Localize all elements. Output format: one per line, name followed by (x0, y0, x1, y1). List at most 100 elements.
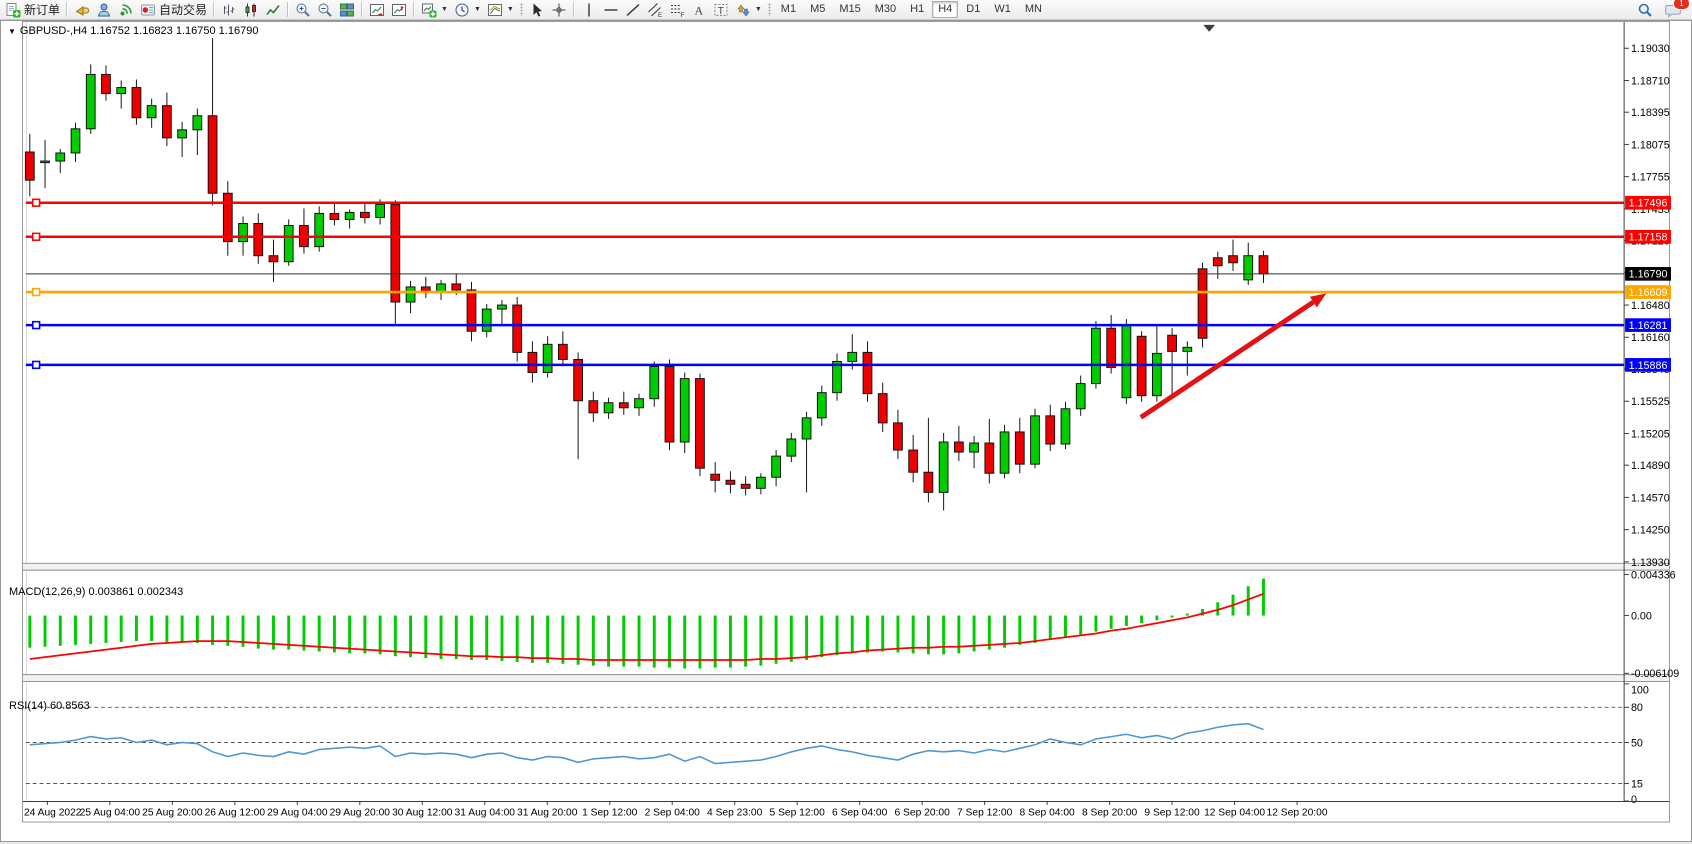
panel-splitter[interactable] (22, 674, 1670, 682)
candle-body-down[interactable] (923, 471, 934, 493)
timeframe-button-h4[interactable]: H4 (932, 1, 959, 18)
candle-body-up[interactable] (542, 343, 553, 374)
search-button[interactable] (1634, 0, 1656, 20)
profiles-button[interactable]: ▼ (451, 0, 484, 20)
auto-scroll-button[interactable] (366, 0, 388, 20)
timeframe-button-mn[interactable]: MN (1024, 3, 1042, 15)
candle-body-up[interactable] (238, 222, 248, 243)
candle-body-down[interactable] (268, 255, 279, 263)
candle-body-up[interactable] (1030, 415, 1040, 465)
chart-shift-marker[interactable] (1203, 24, 1216, 32)
candle-body-up[interactable] (146, 105, 157, 119)
cursor-tool-button[interactable] (526, 0, 548, 20)
community-button[interactable] (93, 0, 115, 20)
candle-body-up[interactable] (1182, 346, 1193, 352)
candle-body-down[interactable] (877, 393, 888, 424)
candle-body-down[interactable] (740, 483, 751, 489)
candle-body-up[interactable] (1060, 408, 1071, 445)
horizontal-line-object[interactable] (25, 232, 1625, 241)
templates-button[interactable]: ▼ (484, 0, 517, 20)
candle-body-down[interactable] (725, 479, 736, 485)
candle-body-down[interactable] (557, 343, 568, 360)
horizontal-line-object[interactable] (25, 198, 1625, 207)
horizontal-line-object[interactable] (25, 360, 1625, 370)
candle-body-down[interactable] (1212, 257, 1223, 267)
line-chart-mode-button[interactable] (262, 0, 284, 20)
candle-body-up[interactable] (816, 392, 827, 419)
new-chart-button[interactable]: ▼ (418, 0, 451, 20)
candle-body-up[interactable] (999, 431, 1010, 474)
chart-canvas[interactable]: 1.19030 1.18710 1.18395 1.18075 1.17755 1.174… (0, 20, 1692, 844)
line-handle[interactable] (31, 198, 41, 207)
candle-body-up[interactable] (969, 442, 979, 453)
candle-body-down[interactable] (664, 365, 675, 443)
candle-body-up[interactable] (1121, 324, 1132, 399)
candle-body-down[interactable] (527, 351, 538, 374)
candle-body-down[interactable] (1258, 255, 1269, 275)
candle-body-up[interactable] (801, 417, 812, 440)
line-handle[interactable] (31, 287, 41, 297)
candle-body-down[interactable] (1197, 268, 1208, 339)
line-handle[interactable] (31, 360, 41, 370)
timeframe-button-h1[interactable]: H1 (910, 3, 925, 15)
bar-chart-mode-button[interactable] (218, 0, 240, 20)
candle-body-up[interactable] (679, 378, 690, 443)
candle-body-up[interactable] (1243, 255, 1254, 281)
candle-body-up[interactable] (40, 160, 50, 164)
timeframe-button-m30[interactable]: M30 (874, 3, 897, 15)
candle-body-down[interactable] (573, 358, 583, 402)
candle-body-down[interactable] (1167, 334, 1177, 352)
candle-body-down[interactable] (390, 203, 401, 303)
equidistant-channel-tool-button[interactable]: E (644, 0, 666, 20)
candle-body-down[interactable] (908, 449, 919, 473)
candle-body-down[interactable] (588, 400, 599, 414)
candle-body-down[interactable] (222, 192, 233, 243)
candle-body-down[interactable] (1014, 431, 1025, 465)
candle-body-down[interactable] (862, 351, 873, 395)
candle-body-up[interactable] (1075, 383, 1086, 410)
new-order-button[interactable]: 新订单 (2, 0, 63, 20)
signals-button[interactable] (115, 0, 137, 20)
chart-shift-button[interactable] (388, 0, 410, 20)
alerts-button[interactable] (71, 0, 93, 20)
candle-body-down[interactable] (101, 73, 111, 95)
price-axis[interactable]: 1.19030 1.18710 1.18395 1.18075 1.17755 1.174… (1623, 21, 1679, 806)
candle-body-up[interactable] (1091, 327, 1101, 385)
fibonacci-tool-button[interactable]: F (666, 0, 688, 20)
text-tool-button[interactable]: A (688, 0, 710, 20)
timeframe-button-m1[interactable]: M1 (780, 3, 797, 15)
candle-body-down[interactable] (953, 441, 964, 453)
candle-body-up[interactable] (755, 476, 766, 489)
candle-body-down[interactable] (24, 151, 35, 181)
line-handle[interactable] (31, 320, 41, 330)
candle-body-up[interactable] (771, 455, 781, 478)
candle-body-down[interactable] (329, 212, 340, 220)
candle-body-up[interactable] (832, 360, 842, 394)
candle-body-up[interactable] (85, 73, 96, 130)
candle-body-down[interactable] (162, 105, 172, 139)
candle-body-up[interactable] (649, 365, 660, 400)
timeframe-button-d1[interactable]: D1 (966, 3, 981, 15)
candle-body-down[interactable] (451, 283, 462, 291)
candle-body-down[interactable] (1045, 415, 1056, 445)
zoom-in-button[interactable] (292, 0, 314, 20)
candle-body-up[interactable] (116, 87, 127, 95)
candle-body-down[interactable] (512, 304, 523, 353)
candle-body-down[interactable] (618, 402, 629, 409)
tile-windows-button[interactable] (336, 0, 358, 20)
candle-body-up[interactable] (786, 438, 797, 457)
candle-body-up[interactable] (314, 212, 325, 248)
candle-body-up[interactable] (375, 203, 385, 218)
vertical-line-tool-button[interactable] (578, 0, 600, 20)
horizontal-line-tool-button[interactable] (600, 0, 622, 20)
candle-body-up[interactable] (283, 225, 294, 263)
candle-body-up[interactable] (192, 115, 203, 131)
horizontal-line-object[interactable] (25, 287, 1625, 297)
trend-arrow-shaft[interactable] (1139, 300, 1315, 420)
candle-body-down[interactable] (695, 378, 705, 469)
trendline-tool-button[interactable] (622, 0, 644, 20)
timeframe-button-w1[interactable]: W1 (994, 3, 1011, 15)
candle-body-down[interactable] (1228, 255, 1238, 264)
candle-body-up[interactable] (55, 152, 66, 162)
